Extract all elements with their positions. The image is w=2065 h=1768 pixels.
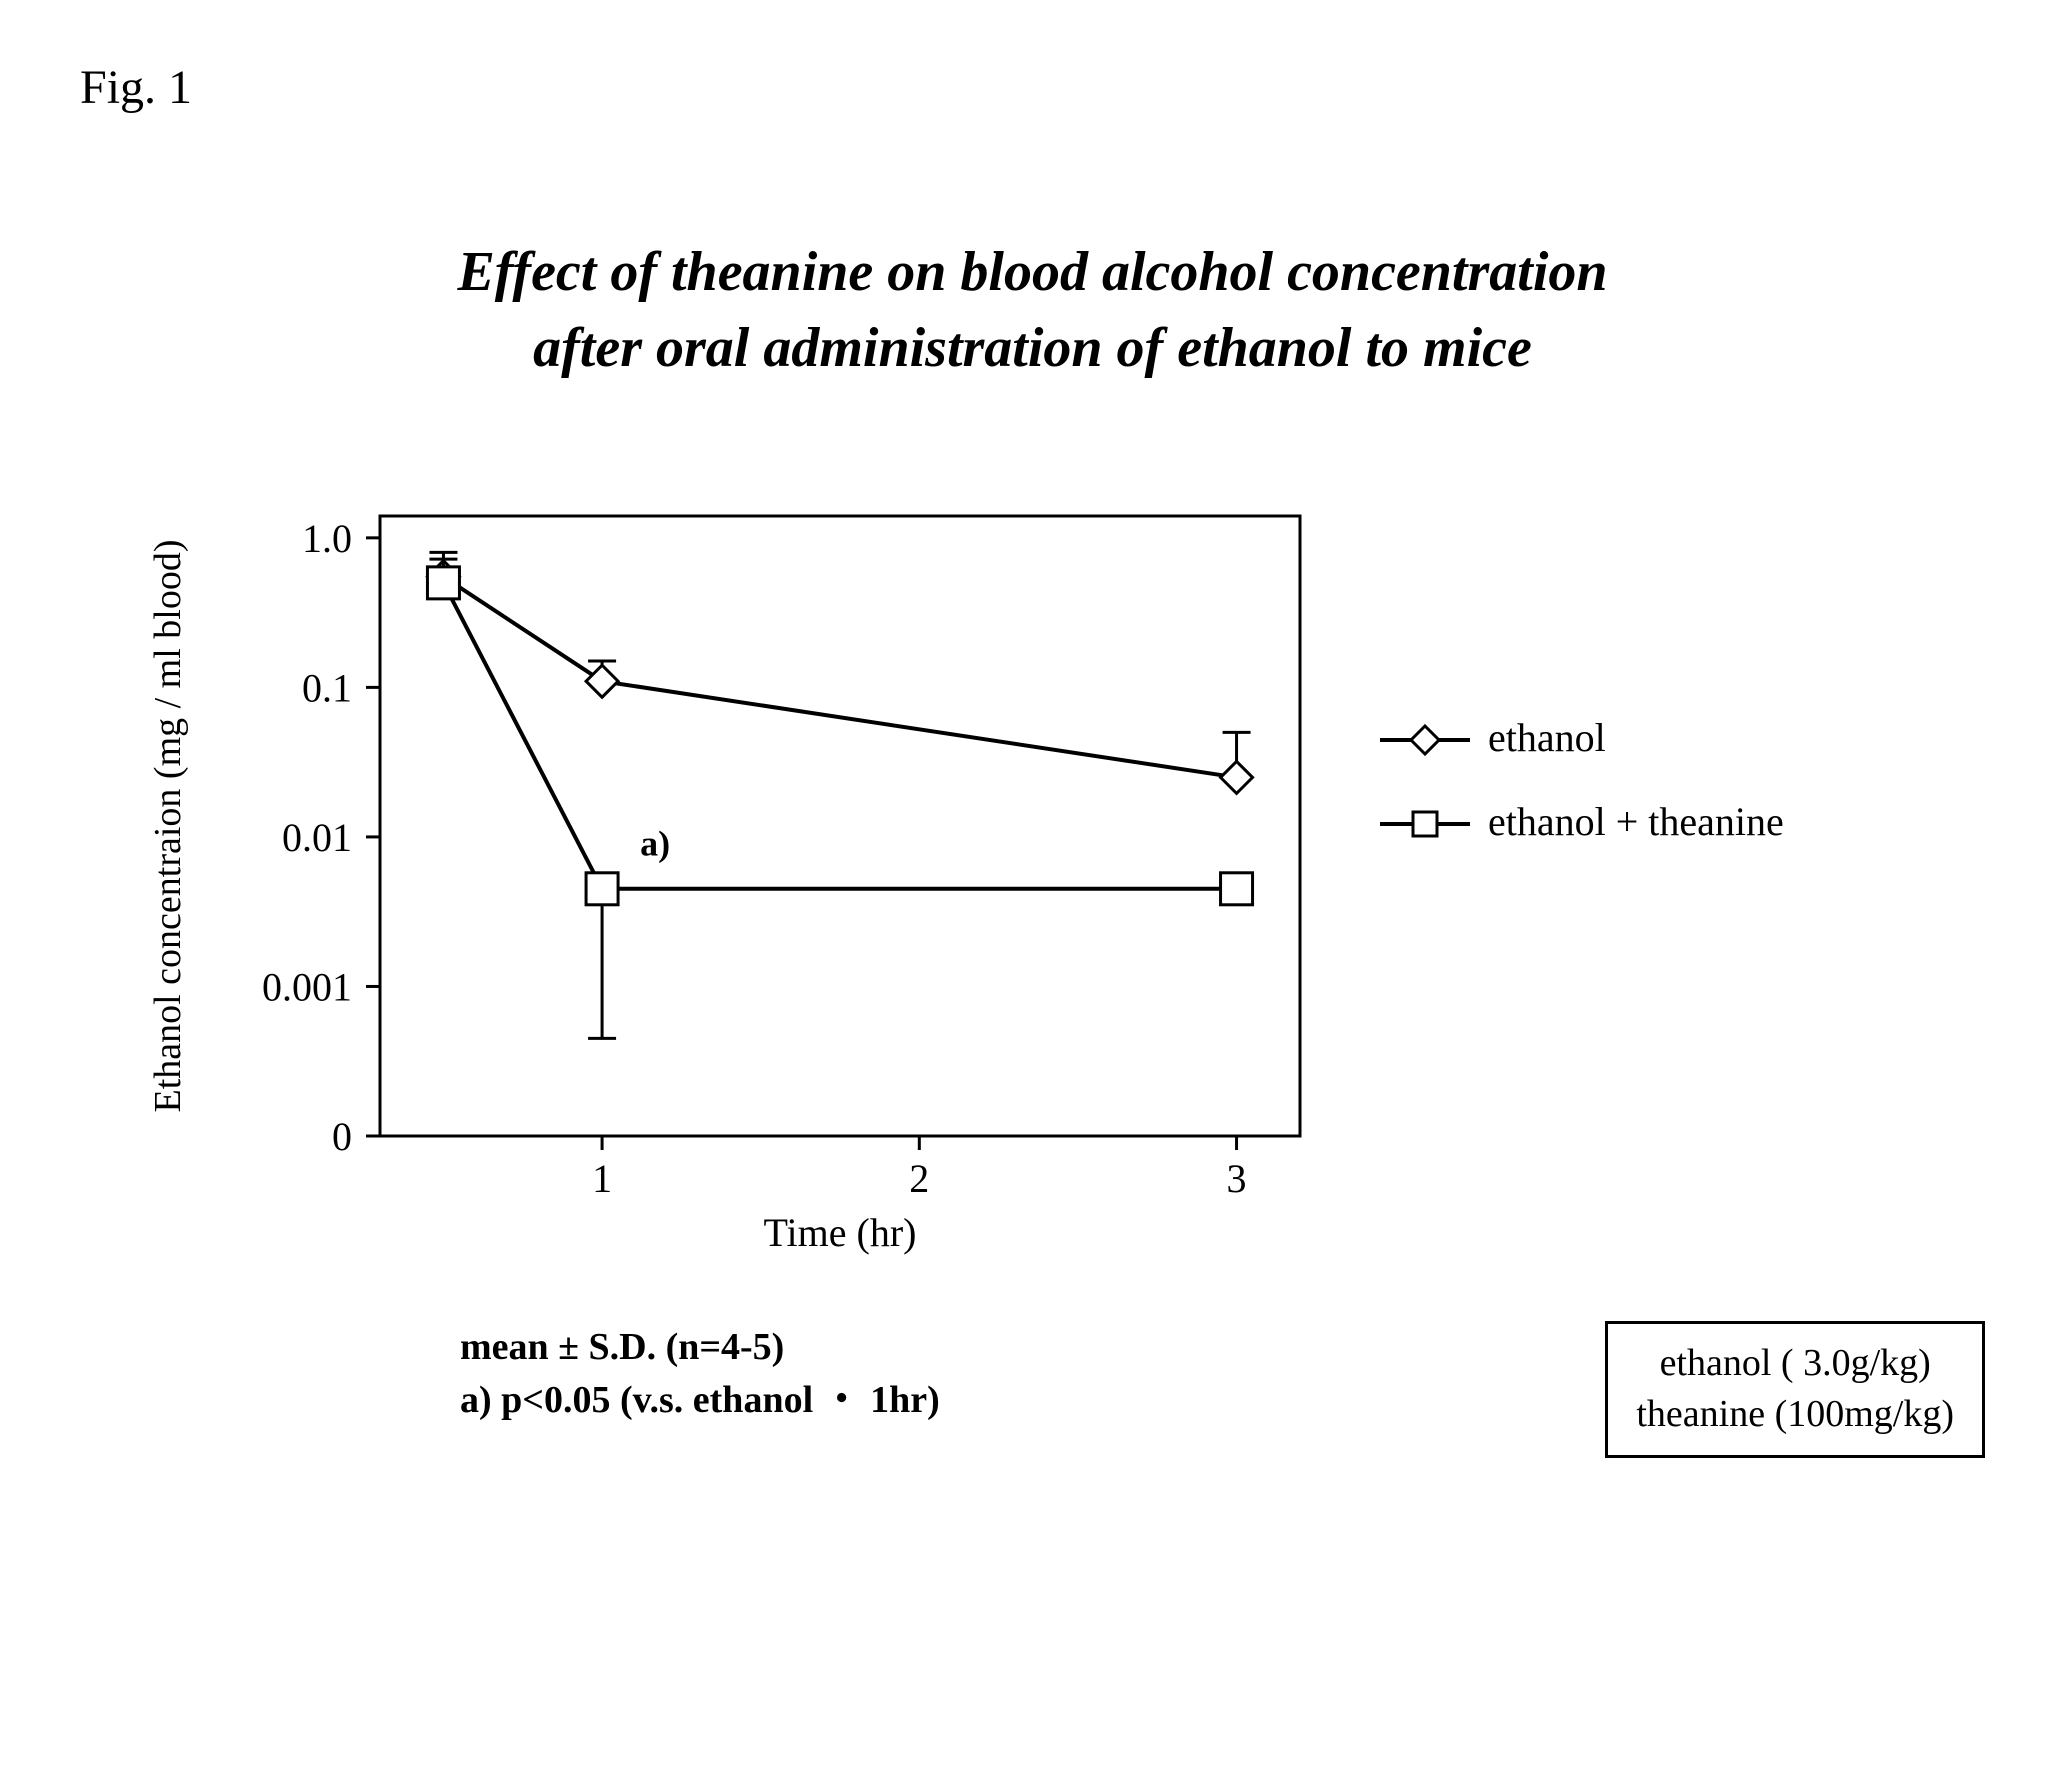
- legend-label-ethanol: ethanol: [1488, 716, 1606, 760]
- svg-text:Time (hr): Time (hr): [764, 1210, 917, 1255]
- svg-text:1: 1: [592, 1156, 612, 1201]
- legend-label-ethanol-theanine: ethanol + theanine: [1488, 800, 1784, 844]
- chart-svg: 0 0.001 0.01 0.1 1.0 1 2 3 Time (hr) Ethanol conc…: [80, 476, 1340, 1296]
- legend-item-ethanol-theanine: ethanol + theanine: [1380, 800, 1784, 844]
- dose-box: ethanol ( 3.0g/kg) theanine (100mg/kg): [1605, 1321, 1985, 1458]
- stats-note: mean ± S.D. (n=4-5) a) p<0.05 (v.s. etha…: [460, 1321, 940, 1427]
- legend-item-ethanol: ethanol: [1380, 716, 1784, 760]
- svg-text:1.0: 1.0: [302, 516, 352, 561]
- svg-text:0.001: 0.001: [262, 965, 352, 1010]
- page: Fig. 1 Effect of theanine on blood alcoh…: [0, 0, 2065, 1768]
- chart-title-line1: Effect of theanine on blood alcohol conc…: [160, 235, 1905, 311]
- svg-text:Ethanol concentraion (mg / ml: Ethanol concentraion (mg / ml blood): [147, 540, 189, 1113]
- chart: 0 0.001 0.01 0.1 1.0 1 2 3 Time (hr) Ethanol conc…: [80, 476, 1340, 1301]
- legend: ethanol ethanol + theanine: [1380, 716, 1784, 884]
- diamond-icon: [1380, 722, 1470, 758]
- chart-title-line2: after oral administration of ethanol to …: [160, 311, 1905, 387]
- dose-box-line1: ethanol ( 3.0g/kg): [1636, 1338, 1954, 1389]
- svg-text:3: 3: [1227, 1156, 1247, 1201]
- svg-text:0.01: 0.01: [282, 815, 352, 860]
- figure-label: Fig. 1: [80, 60, 1985, 115]
- dose-box-line2: theanine (100mg/kg): [1636, 1389, 1954, 1440]
- square-icon: [1380, 806, 1470, 842]
- chart-title: Effect of theanine on blood alcohol conc…: [80, 235, 1985, 386]
- svg-text:0.1: 0.1: [302, 666, 352, 711]
- stats-note-line1: mean ± S.D. (n=4-5): [460, 1321, 940, 1374]
- stats-note-line2: a) p<0.05 (v.s. ethanol ・ 1hr): [460, 1374, 940, 1427]
- svg-text:0: 0: [332, 1114, 352, 1159]
- svg-text:a): a): [640, 824, 670, 864]
- svg-text:2: 2: [909, 1156, 929, 1201]
